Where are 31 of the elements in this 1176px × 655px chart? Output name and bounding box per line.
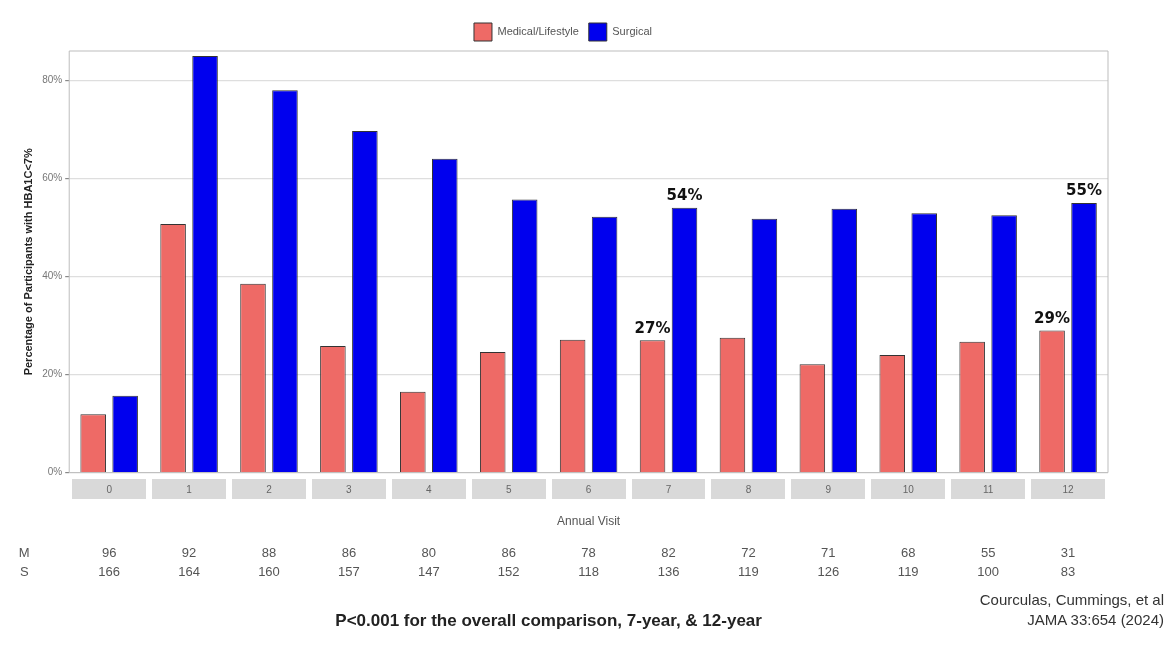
legend-label: Medical/Lifestyle: [497, 25, 579, 38]
x-tick-label: 7: [665, 484, 672, 496]
text: P<0.001 for the overall comparison, 7-year, & 12-year: [335, 610, 763, 630]
x-tick-label: 0: [106, 484, 113, 496]
y-tick-label: 80%: [42, 74, 63, 86]
y-tick-label: 60%: [42, 172, 63, 184]
annotation: 55%: [1066, 181, 1102, 200]
y-tick-label: 40%: [42, 270, 63, 282]
annotation: 29%: [1034, 308, 1071, 327]
x-tick-label: 12: [1062, 484, 1075, 496]
x-tick-label: 2: [266, 484, 273, 496]
x-tick-label: 11: [982, 484, 994, 496]
x-tick-label: 4: [426, 484, 433, 496]
x-tick-label: 8: [745, 484, 752, 496]
x-tick-label: 1: [186, 484, 193, 496]
x-tick-label: 6: [585, 484, 592, 496]
y-tick-label: 0%: [47, 466, 63, 478]
x-tick-label: 5: [505, 484, 512, 496]
y-axis-title: Percentage of Participants with HBA1C<7%: [21, 148, 34, 376]
x-tick-label: 10: [902, 484, 915, 496]
legend-label: Surgical: [612, 25, 653, 38]
x-tick-label: 9: [825, 484, 832, 496]
text: M 96 92 88 86 80 86 78 82 72 71 68 55 31: [18, 544, 1076, 560]
annotation: 27%: [634, 318, 671, 337]
y-tick-label: 20%: [42, 368, 63, 380]
text: S 166 164 160 157 147 152 118 136 119 126 119 100 83: [19, 563, 1076, 579]
text: JAMA 33:654 (2024): [1027, 611, 1164, 629]
annotation: 54%: [666, 186, 703, 205]
x-tick-label: 3: [346, 484, 353, 496]
x-axis-title: Annual Visit: [557, 514, 621, 529]
text: Courculas, Cummings, et al: [979, 591, 1164, 609]
